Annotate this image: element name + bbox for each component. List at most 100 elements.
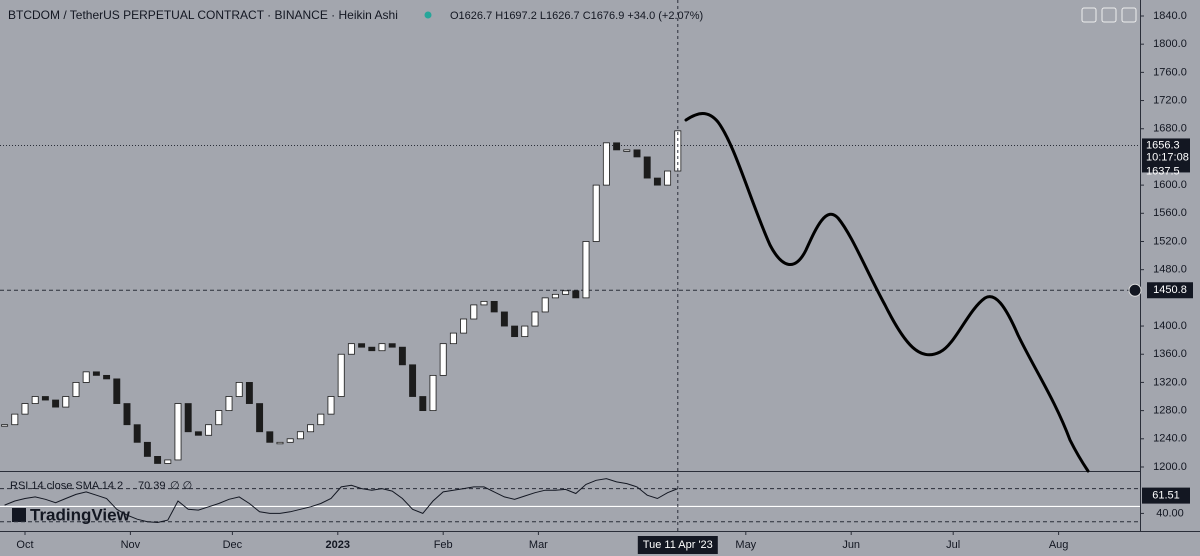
brand-logo	[12, 508, 26, 522]
candle	[480, 300, 488, 306]
candle	[103, 374, 111, 380]
candle	[307, 424, 315, 433]
candle	[429, 374, 437, 412]
plot-area	[0, 130, 1140, 464]
candle	[205, 424, 213, 436]
candle	[562, 290, 570, 295]
x-tick-label: Oct	[16, 539, 33, 551]
line-handle	[1128, 283, 1142, 297]
candle	[337, 353, 345, 397]
x-tick-label: 2023	[326, 539, 350, 551]
candle	[664, 170, 672, 186]
price-label: 1450.8	[1153, 284, 1187, 296]
candle	[490, 300, 498, 313]
candle	[164, 459, 172, 464]
candle	[225, 396, 233, 412]
candle	[327, 396, 335, 415]
toolbar[interactable]	[1081, 7, 1137, 23]
rsi-reading: 70.39	[138, 480, 166, 492]
candle	[449, 332, 457, 345]
y-tick-label: 1680.0	[1153, 123, 1187, 135]
crosshair-label-box	[637, 536, 718, 554]
candle	[286, 438, 294, 443]
candle	[266, 431, 274, 443]
y-tick-label: 1480.0	[1153, 264, 1187, 276]
candle	[123, 403, 131, 426]
candle	[592, 184, 600, 242]
brand: TradingView	[30, 505, 131, 524]
candle	[113, 378, 121, 404]
candle	[133, 424, 141, 443]
y-tick-label: 1200.0	[1153, 461, 1187, 473]
candle	[358, 343, 366, 348]
candle	[460, 318, 468, 334]
ohlc-legend: O1626.7 H1697.2 L1626.7 C1676.9 +34.0 (+…	[450, 10, 703, 22]
x-tick-label: Nov	[121, 539, 141, 551]
candle	[72, 382, 80, 397]
price-label-box	[1147, 282, 1193, 299]
chart-title: BTCDOM / TetherUS PERPETUAL CONTRACT · B…	[8, 8, 398, 22]
candle	[143, 441, 151, 457]
candle	[1, 424, 9, 427]
rsi-label: 61.51	[1152, 490, 1180, 502]
candle	[602, 142, 610, 186]
candle	[154, 456, 162, 464]
candle	[41, 396, 49, 401]
candle	[276, 441, 284, 445]
rsi-title: RSI 14 close SMA 14 2	[10, 480, 123, 492]
candle	[296, 431, 304, 440]
candle	[245, 382, 253, 404]
candle	[633, 149, 641, 158]
candle	[541, 297, 549, 313]
rsi-extra: ∅ ∅	[170, 480, 192, 492]
candle	[643, 156, 651, 179]
y-tick-label: 1840.0	[1153, 10, 1187, 22]
x-tick-label: May	[735, 539, 756, 551]
candle	[398, 346, 406, 366]
y-tick-label: 1560.0	[1153, 207, 1187, 219]
candle	[347, 343, 355, 355]
y-tick-label: 1280.0	[1153, 405, 1187, 417]
y-tick-label: 1360.0	[1153, 348, 1187, 360]
candle	[409, 364, 417, 397]
candle	[11, 413, 19, 426]
candle	[31, 396, 39, 404]
candle	[378, 343, 386, 352]
y-tick-label: 1520.0	[1153, 235, 1187, 247]
y-tick-label: 1320.0	[1153, 376, 1187, 388]
candle	[317, 413, 325, 426]
button[interactable]	[1081, 7, 1097, 23]
candle	[235, 382, 243, 397]
candle	[256, 403, 264, 433]
candle	[551, 293, 559, 299]
y-tick-label: 40.00	[1156, 507, 1184, 519]
crosshair-label: Tue 11 Apr '23	[643, 539, 713, 551]
y-tick-label: 1800.0	[1153, 38, 1187, 50]
candle	[388, 343, 396, 348]
candle	[582, 241, 590, 299]
x-tick-label: Jun	[842, 539, 860, 551]
y-tick-label: 1760.0	[1153, 66, 1187, 78]
candle	[174, 403, 182, 461]
candle	[511, 325, 519, 338]
x-tick-label: Feb	[434, 539, 453, 551]
candle	[613, 142, 621, 151]
button[interactable]	[1121, 7, 1137, 23]
status-dot	[424, 11, 432, 19]
button[interactable]	[1101, 7, 1117, 23]
candle	[623, 149, 631, 152]
y-tick-label: 1720.0	[1153, 94, 1187, 106]
x-tick-label: Dec	[223, 539, 243, 551]
y-tick-label: 1240.0	[1153, 433, 1187, 445]
projection-drawing	[684, 112, 1090, 473]
y-tick-label: 1400.0	[1153, 320, 1187, 332]
candle	[500, 311, 508, 327]
x-tick-label: Mar	[529, 539, 548, 551]
price-label: 1656.3	[1146, 139, 1180, 151]
candle	[470, 304, 478, 320]
candle	[439, 343, 447, 376]
price-label: 1637.5	[1146, 165, 1180, 177]
candle	[572, 290, 580, 299]
